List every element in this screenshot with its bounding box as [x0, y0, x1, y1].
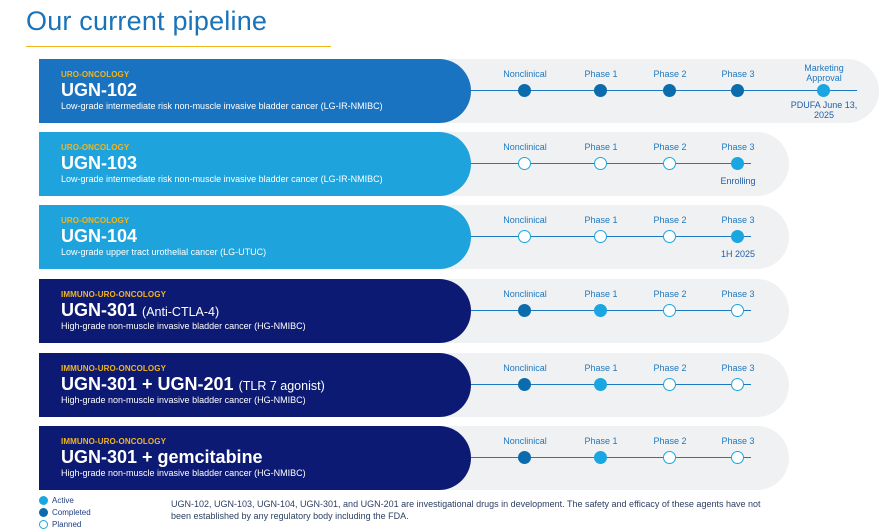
- active-dot-icon: [594, 451, 607, 464]
- completed-dot-icon: [39, 508, 48, 517]
- planned-dot-icon: [663, 378, 676, 391]
- program-name: UGN-103: [61, 153, 137, 174]
- program-name: UGN-301 (Anti-CTLA-4): [61, 300, 219, 321]
- program-label-box: IMMUNO-URO-ONCOLOGY UGN-301 + UGN-201 (TL…: [39, 353, 471, 417]
- program-label-box: IMMUNO-URO-ONCOLOGY UGN-301 (Anti-CTLA-4)…: [39, 279, 471, 343]
- stage-label: Phase 3: [721, 363, 755, 373]
- completed-dot-icon: [518, 84, 531, 97]
- stage-label: Phase 2: [653, 69, 687, 79]
- program-description: High-grade non-muscle invasive bladder c…: [61, 395, 306, 405]
- program-category: URO-ONCOLOGY: [61, 143, 130, 152]
- stage-label: Phase 1: [584, 436, 618, 446]
- planned-dot-icon: [663, 230, 676, 243]
- legend-item-completed: Completed: [39, 507, 91, 519]
- stage-label: Phase 2: [653, 142, 687, 152]
- planned-dot-icon: [594, 157, 607, 170]
- program-label-box: URO-ONCOLOGY UGN-103 Low-grade intermediat…: [39, 132, 471, 196]
- stage-label: Nonclinical: [503, 363, 547, 373]
- disclaimer-footnote: UGN-102, UGN-103, UGN-104, UGN-301, and …: [171, 499, 761, 521]
- program-name-main: UGN-301 + gemcitabine: [61, 447, 263, 467]
- program-name: UGN-301 + gemcitabine: [61, 447, 263, 468]
- planned-dot-icon: [663, 451, 676, 464]
- stage-label: Phase 1: [584, 142, 618, 152]
- stage-note: 1H 2025: [720, 249, 756, 259]
- stage-label: Phase 1: [584, 215, 618, 225]
- planned-dot-icon: [518, 230, 531, 243]
- program-label-box: URO-ONCOLOGY UGN-104 Low-grade upper tract…: [39, 205, 471, 269]
- title-underline: [26, 46, 331, 47]
- stage-label: Phase 3: [721, 215, 755, 225]
- stage-label: Nonclinical: [503, 142, 547, 152]
- planned-dot-icon: [518, 157, 531, 170]
- legend: Active Completed Planned: [39, 495, 91, 531]
- completed-dot-icon: [594, 84, 607, 97]
- active-dot-icon: [594, 304, 607, 317]
- program-description: High-grade non-muscle invasive bladder c…: [61, 468, 306, 478]
- stage-label: Phase 3: [721, 289, 755, 299]
- program-label-box: URO-ONCOLOGY UGN-102 Low-grade intermediat…: [39, 59, 471, 123]
- stage-label: Phase 2: [653, 363, 687, 373]
- completed-dot-icon: [518, 451, 531, 464]
- program-name-main: UGN-301 + UGN-201: [61, 374, 234, 394]
- program-name: UGN-301 + UGN-201 (TLR 7 agonist): [61, 374, 325, 395]
- program-category: IMMUNO-URO-ONCOLOGY: [61, 437, 167, 446]
- program-name: UGN-104: [61, 226, 137, 247]
- program-category: IMMUNO-URO-ONCOLOGY: [61, 290, 167, 299]
- stage-label: Phase 3: [721, 142, 755, 152]
- stage-label: Phase 2: [653, 289, 687, 299]
- program-label-box: IMMUNO-URO-ONCOLOGY UGN-301 + gemcitabine…: [39, 426, 471, 490]
- program-name: UGN-102: [61, 80, 137, 101]
- page-title: Our current pipeline: [26, 6, 268, 36]
- stage-note: Enrolling: [720, 176, 756, 186]
- legend-item-planned: Planned: [39, 519, 91, 531]
- stage-label: Phase 3: [721, 69, 755, 79]
- program-name-sub: (Anti-CTLA-4): [142, 305, 220, 319]
- planned-dot-icon: [663, 304, 676, 317]
- program-name-main: UGN-102: [61, 80, 138, 100]
- program-description: High-grade non-muscle invasive bladder c…: [61, 321, 306, 331]
- completed-dot-icon: [518, 304, 531, 317]
- active-dot-icon: [731, 230, 744, 243]
- program-description: Low-grade upper tract urothelial cancer …: [61, 247, 267, 257]
- completed-dot-icon: [731, 84, 744, 97]
- completed-dot-icon: [663, 84, 676, 97]
- stage-label: Phase 1: [584, 289, 618, 299]
- legend-label: Planned: [52, 520, 82, 529]
- stage-label: Nonclinical: [503, 436, 547, 446]
- planned-dot-icon: [594, 230, 607, 243]
- stage-label: Phase 1: [584, 363, 618, 373]
- program-description: Low-grade intermediate risk non-muscle i…: [61, 174, 383, 184]
- program-category: IMMUNO-URO-ONCOLOGY: [61, 364, 167, 373]
- stage-label: Marketing Approval: [804, 63, 844, 83]
- stage-label: Nonclinical: [503, 69, 547, 79]
- planned-dot-icon: [731, 451, 744, 464]
- planned-dot-icon: [663, 157, 676, 170]
- stage-label: Phase 1: [584, 69, 618, 79]
- active-dot-icon: [817, 84, 830, 97]
- program-name-main: UGN-104: [61, 226, 138, 246]
- stage-label: Phase 3: [721, 436, 755, 446]
- program-description: Low-grade intermediate risk non-muscle i…: [61, 101, 383, 111]
- program-name-sub: (TLR 7 agonist): [238, 379, 325, 393]
- planned-dot-icon: [39, 520, 48, 529]
- legend-item-active: Active: [39, 495, 91, 507]
- progress-line: [459, 90, 857, 91]
- completed-dot-icon: [518, 378, 531, 391]
- stage-label: Nonclinical: [503, 289, 547, 299]
- program-name-main: UGN-301: [61, 300, 138, 320]
- active-dot-icon: [594, 378, 607, 391]
- program-category: URO-ONCOLOGY: [61, 216, 130, 225]
- planned-dot-icon: [731, 378, 744, 391]
- legend-label: Completed: [52, 508, 91, 517]
- legend-label: Active: [52, 496, 74, 505]
- program-category: URO-ONCOLOGY: [61, 70, 130, 79]
- stage-note: PDUFA June 13, 2025: [790, 100, 858, 120]
- stage-label: Phase 2: [653, 215, 687, 225]
- planned-dot-icon: [731, 304, 744, 317]
- stage-label: Nonclinical: [503, 215, 547, 225]
- stage-label: Phase 2: [653, 436, 687, 446]
- active-dot-icon: [731, 157, 744, 170]
- active-dot-icon: [39, 496, 48, 505]
- program-name-main: UGN-103: [61, 153, 138, 173]
